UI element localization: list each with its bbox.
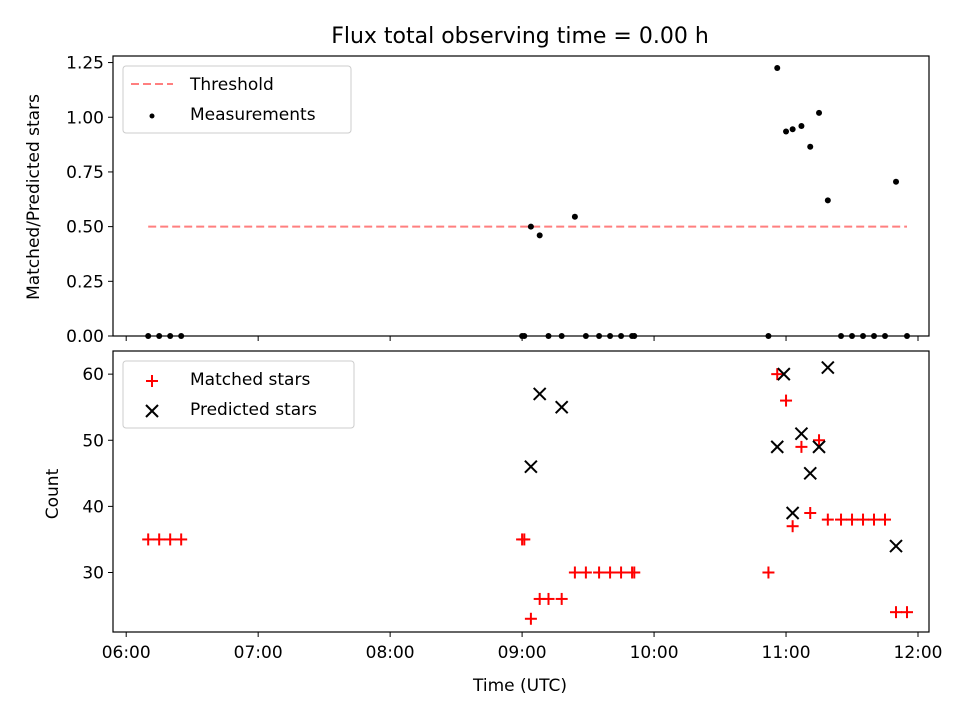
matched-star-point [868, 513, 881, 526]
predicted-x-b [812, 440, 826, 454]
legend-matched-label: Matched stars [190, 370, 310, 390]
matched-star-point [604, 566, 617, 579]
x-tick-label: 11:00 [762, 643, 811, 663]
matched-star-point [762, 566, 775, 579]
legend-measurements-marker [149, 113, 155, 119]
measurement-point [783, 128, 790, 135]
matched-star-point [804, 506, 817, 519]
bottom-y-tick-label: 30 [82, 563, 104, 583]
matched-star-point [593, 566, 606, 579]
predicted-star-point [777, 367, 791, 381]
legend-threshold-label: Threshold [189, 75, 274, 95]
x-tick-label: 12:00 [894, 643, 943, 663]
top-legend-box [122, 65, 352, 134]
matched-star-point [175, 533, 188, 546]
x-tick-label: 09:00 [498, 643, 547, 663]
predicted-x-b [821, 360, 835, 375]
matched-star-point [813, 434, 826, 447]
predicted-star-point [532, 387, 547, 401]
measurement-point [816, 109, 823, 116]
predicted-star-point [524, 459, 538, 474]
predicted-x-b [794, 426, 809, 441]
predicted-x-b [777, 367, 791, 381]
matched-star-point [628, 566, 641, 579]
predicted-x-b [532, 387, 547, 401]
matched-star-point [153, 533, 166, 546]
matched-star-point [795, 440, 808, 453]
legend-predicted-marker [145, 404, 159, 418]
bottom-y-tick-label: 50 [82, 431, 104, 451]
matched-star-point [901, 606, 914, 619]
predicted-x-b [803, 466, 817, 481]
measurement-point [824, 197, 831, 204]
top-y-tick-label: 0.25 [66, 272, 104, 292]
matched-star-point [771, 368, 784, 381]
matched-star-point [857, 513, 870, 526]
x-tick-label: 07:00 [234, 643, 283, 663]
matched-star-point [164, 533, 177, 546]
bottom-y-axis-label: Count [43, 468, 63, 519]
matched-star-point [879, 513, 892, 526]
measurement-point [536, 232, 543, 239]
predicted-star-point [785, 506, 800, 520]
predicted-x-b [889, 539, 903, 553]
top-y-tick-label: 1.00 [66, 108, 104, 128]
measurement-point [798, 123, 805, 129]
predicted-star-point [794, 426, 809, 441]
ratio-panel: 0.00 0.25 0.50 0.75 1.00 1.25 [66, 54, 930, 347]
predicted-star-point [889, 539, 903, 553]
predicted-star-point [803, 466, 817, 481]
predicted-x-b [554, 400, 569, 414]
predicted-x-b [524, 459, 538, 474]
matched-star-point [579, 566, 592, 579]
x-tick-label: 06:00 [102, 643, 151, 663]
matched-star-point [786, 520, 799, 533]
matched-star-point [555, 592, 568, 605]
matched-star-point [524, 612, 537, 625]
measurement-point [807, 143, 814, 150]
matched-star-point [846, 513, 859, 526]
bottom-y-tick-label: 40 [82, 497, 104, 517]
x-tick-label: 08:00 [366, 643, 415, 663]
matched-star-point [542, 592, 555, 605]
bottom-legend-box [122, 360, 355, 429]
predicted-star-point [554, 400, 569, 414]
top-legend: Threshold Measurements [122, 65, 352, 134]
top-y-tick-label: 0.50 [66, 218, 104, 238]
matched-star-point [142, 533, 155, 546]
predicted-x-b [770, 440, 784, 454]
matched-star-point [615, 566, 628, 579]
matched-star-point [835, 513, 848, 526]
measurement-point [774, 65, 781, 72]
matched-star-point [780, 394, 793, 407]
predicted-star-point [812, 440, 826, 454]
matched-star-point [890, 606, 903, 619]
top-y-tick-label: 0.00 [66, 327, 104, 347]
legend-predicted-label: Predicted stars [190, 400, 317, 420]
top-y-tick-label: 0.75 [66, 163, 104, 183]
measurement-point [789, 126, 796, 133]
chart-title: Flux total observing time = 0.00 h [331, 24, 709, 49]
bottom-y-tick-label: 60 [82, 365, 104, 385]
matched-star-point [821, 513, 834, 526]
x-tick-label: 10:00 [630, 643, 679, 663]
top-y-axis-label: Matched/Predicted stars [24, 94, 44, 300]
bottom-legend: Matched stars Predicted stars [122, 360, 355, 429]
legend-measurements-label: Measurements [190, 105, 316, 125]
predicted-star-point [821, 360, 835, 375]
matched-star-point [518, 533, 531, 546]
bottom-plot-frame [112, 350, 930, 633]
predicted-star-point [770, 440, 784, 454]
count-panel: 06:00 07:00 08:00 09:00 10:00 11:00 12:00 30 40 5… [82, 350, 943, 663]
legend-matched-marker [146, 375, 158, 387]
measurement-point [571, 213, 578, 220]
measurement-point [893, 178, 900, 185]
predicted-x-b [785, 506, 800, 520]
x-axis-label: Time (UTC) [472, 676, 567, 696]
measurement-point [527, 223, 534, 230]
top-y-tick-label: 1.25 [66, 54, 104, 74]
matched-star-point [568, 566, 581, 579]
top-plot-frame [112, 55, 930, 337]
